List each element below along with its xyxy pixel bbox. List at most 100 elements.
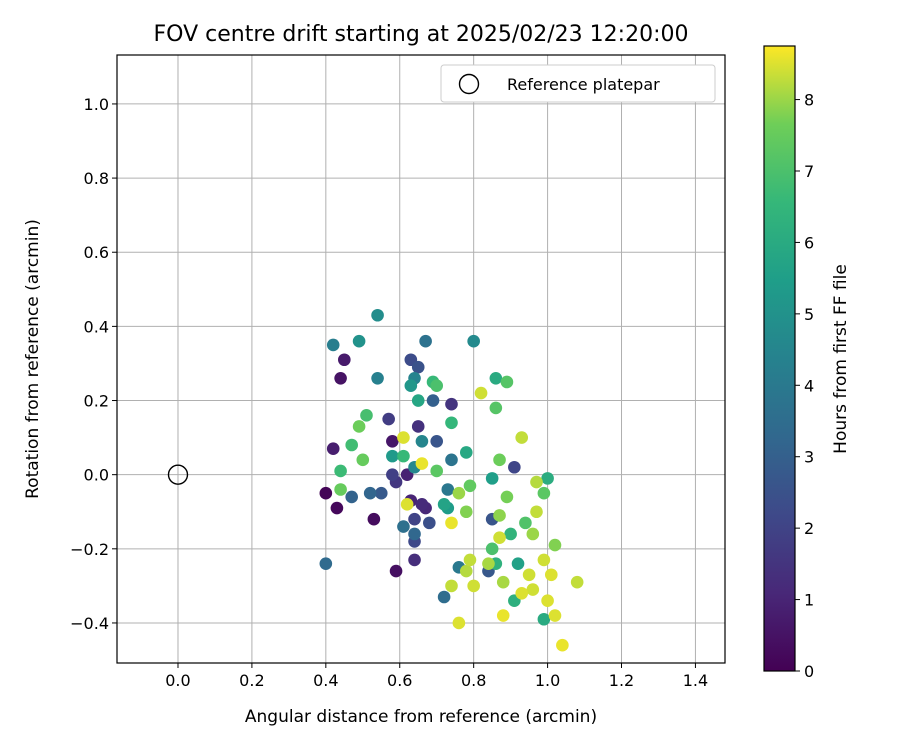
data-point [334,483,347,496]
data-points [319,308,584,652]
data-point [345,438,358,452]
data-point [474,386,488,400]
data-point [493,453,506,467]
data-point [326,442,340,456]
data-point [459,564,473,578]
x-tick-label: 0.2 [239,671,264,690]
x-axis-ticks: 0.0 0.2 0.4 0.6 0.8 1.0 1.2 1.4 [165,663,708,690]
reference-platepar-marker [167,464,189,485]
data-point [496,609,510,622]
data-point [467,334,480,348]
colorbar-tick-label: 6 [804,233,814,252]
data-point [489,401,503,415]
data-point [374,486,388,500]
data-point [504,527,517,541]
data-point [526,527,540,541]
colorbar-tick-label: 1 [804,591,814,610]
legend-box [440,64,716,103]
data-point [419,334,432,348]
data-point [522,568,536,582]
data-point [500,375,514,389]
data-point [544,568,558,582]
data-point [519,516,532,530]
data-point [397,520,410,533]
data-point [411,394,425,407]
data-point [408,553,421,567]
data-point [541,594,554,608]
colorbar-label: Hours from first FF file [831,264,851,454]
data-point [319,486,333,500]
data-point [496,575,510,589]
x-tick-label: 0.4 [313,671,338,690]
data-point [326,338,340,352]
chart-title: FOV centre drift starting at 2025/02/23 … [154,22,689,47]
data-point [452,486,466,500]
data-point [430,435,444,448]
legend-label: Reference platepar [507,75,660,94]
plot-frame [116,54,726,664]
data-point [537,612,551,626]
data-point [537,553,551,567]
data-point [445,416,458,430]
x-axis-label: Angular distance from reference (arcmin) [245,707,597,727]
colorbar-ticks: 0 1 2 3 4 5 6 7 8 [795,91,814,681]
data-point [441,483,455,496]
data-point [541,472,554,485]
grid [117,55,725,663]
data-point [386,435,399,448]
data-point [463,479,477,493]
data-point [397,449,410,463]
y-tick-label: 0.6 [84,243,109,262]
data-point [397,431,410,444]
data-point [459,446,473,459]
data-point [548,538,562,552]
y-tick-label: 0.0 [84,466,109,485]
x-tick-label: 1.0 [535,671,560,690]
y-tick-label: −0.4 [70,614,109,633]
colorbar [763,45,796,672]
data-point [485,472,499,485]
data-point [459,505,473,519]
data-point [408,512,421,526]
data-point [415,435,429,448]
data-point [386,449,399,463]
data-point [367,512,381,526]
x-tick-label: 0.6 [387,671,412,690]
data-point [371,308,384,322]
data-point [445,397,458,411]
y-tick-label: −0.2 [70,540,109,559]
data-point [352,334,366,348]
y-tick-label: 0.8 [84,169,109,188]
data-point [482,557,495,570]
data-point [489,371,503,385]
colorbar-tick-label: 2 [804,519,814,538]
data-point [400,498,414,511]
data-point [371,371,384,385]
data-point [445,516,458,530]
data-point [411,420,425,433]
colorbar-tick-label: 3 [804,448,814,467]
data-point [526,583,540,596]
data-point [570,575,584,589]
colorbar-tick-label: 4 [804,376,814,395]
data-point [485,542,499,556]
x-tick-label: 0.8 [461,671,486,690]
colorbar-tick-label: 5 [804,305,814,324]
data-point [334,464,347,478]
data-point [408,527,421,541]
data-point [404,379,418,392]
colorbar-tick-label: 8 [804,91,814,110]
x-tick-label: 1.4 [683,671,708,690]
data-point [515,587,529,600]
y-axis-label: Rotation from reference (arcmin) [23,219,43,499]
data-point [415,457,429,470]
data-point [382,412,395,426]
data-point [426,394,440,407]
data-point [437,498,451,511]
data-point [463,553,477,567]
data-point [445,453,458,467]
data-point [493,531,506,544]
data-point [334,371,347,385]
data-point [556,638,569,652]
y-tick-label: 0.2 [84,392,109,411]
